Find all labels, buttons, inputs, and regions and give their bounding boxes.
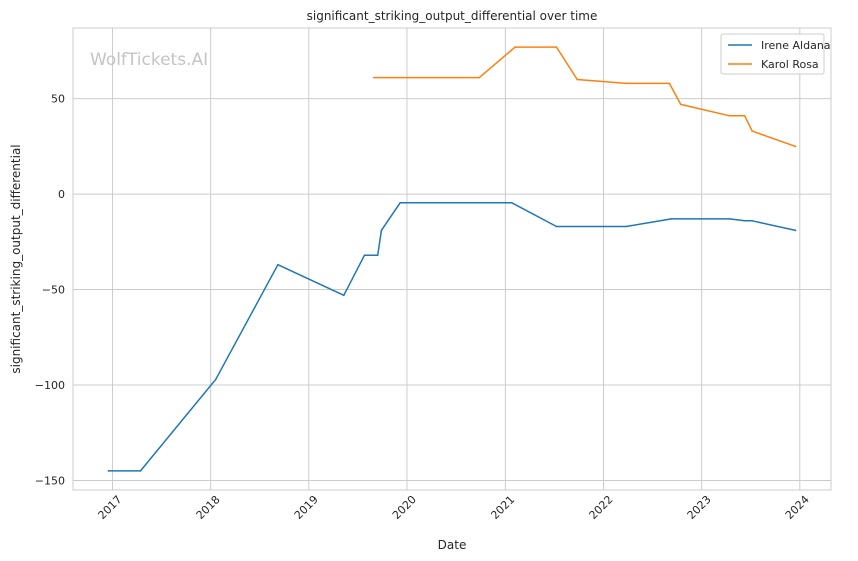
grid bbox=[73, 28, 831, 490]
plot-frame bbox=[72, 27, 832, 491]
data-point-irene-aldana bbox=[343, 294, 345, 297]
data-point-karol-rosa bbox=[728, 115, 731, 117]
y-tick-label: 50 bbox=[51, 93, 65, 106]
data-point-irene-aldana bbox=[399, 201, 402, 204]
legend-label-karol-rosa: Karol Rosa bbox=[761, 58, 819, 71]
data-point-irene-aldana bbox=[139, 470, 142, 472]
legend-label-irene-aldana: Irene Aldana bbox=[761, 39, 831, 52]
watermark: WolfTickets.AI bbox=[90, 50, 208, 70]
y-tick-label: −100 bbox=[35, 379, 65, 392]
data-point-karol-rosa bbox=[576, 78, 578, 81]
data-point-karol-rosa bbox=[679, 103, 682, 106]
data-point-karol-rosa bbox=[555, 46, 558, 48]
y-tick-label: −150 bbox=[35, 474, 65, 487]
data-point-irene-aldana bbox=[380, 229, 383, 232]
data-point-irene-aldana bbox=[625, 225, 627, 228]
data-point-irene-aldana bbox=[277, 263, 279, 266]
data-point-irene-aldana bbox=[363, 254, 366, 256]
data-point-irene-aldana bbox=[743, 220, 746, 222]
series-line-karol-rosa bbox=[373, 46, 797, 148]
data-point-irene-aldana bbox=[555, 225, 558, 228]
data-point-karol-rosa bbox=[514, 46, 516, 48]
y-axis-label: significant_striking_output_differential bbox=[9, 144, 23, 373]
x-axis-label: Date bbox=[438, 538, 467, 552]
data-point-irene-aldana bbox=[728, 218, 731, 220]
data-point-irene-aldana bbox=[510, 201, 513, 204]
y-tick-label: −50 bbox=[42, 284, 65, 297]
data-point-irene-aldana bbox=[376, 254, 379, 256]
data-point-irene-aldana bbox=[751, 220, 753, 222]
data-point-karol-rosa bbox=[794, 145, 797, 148]
series-layer bbox=[107, 46, 797, 472]
data-point-karol-rosa bbox=[478, 76, 481, 79]
chart-title: significant_striking_output_differential… bbox=[307, 9, 598, 23]
data-point-irene-aldana bbox=[670, 218, 673, 220]
data-point-karol-rosa bbox=[743, 115, 746, 117]
data-point-karol-rosa bbox=[751, 130, 753, 132]
plot-area bbox=[73, 28, 831, 490]
data-point-irene-aldana bbox=[794, 229, 797, 232]
data-point-karol-rosa bbox=[668, 82, 671, 85]
data-point-karol-rosa bbox=[625, 82, 627, 85]
legend: Irene Aldana Karol Rosa bbox=[720, 33, 831, 75]
data-point-irene-aldana bbox=[107, 470, 110, 472]
data-point-irene-aldana bbox=[215, 378, 217, 381]
data-point-karol-rosa bbox=[373, 76, 375, 79]
y-tick-label: 0 bbox=[58, 188, 65, 201]
